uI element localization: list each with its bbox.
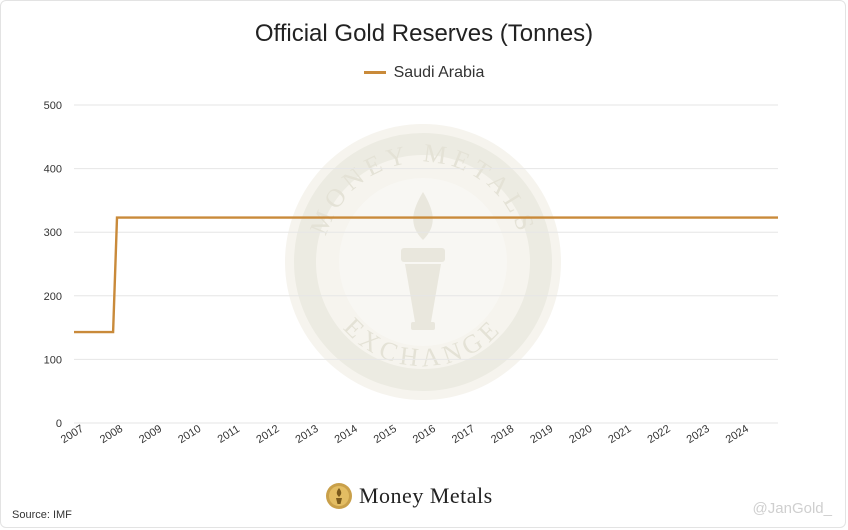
author-handle: @JanGold_	[752, 500, 832, 517]
x-tick-label: 2019	[528, 423, 555, 446]
grid-lines	[74, 104, 778, 424]
source-note: Source: IMF	[12, 509, 72, 521]
series-line-saudi-arabia	[74, 216, 778, 334]
x-tick-label: 2022	[646, 423, 673, 446]
chart-title: Official Gold Reserves (Tonnes)	[254, 20, 594, 47]
legend-swatch-saudi-arabia	[363, 71, 386, 75]
y-tick-label: 500	[44, 100, 62, 112]
x-tick-label: 2015	[372, 423, 399, 446]
series-lines	[74, 216, 778, 334]
x-tick-label: 2020	[567, 423, 594, 446]
x-tick-label: 2024	[724, 423, 751, 446]
x-tick-label: 2012	[254, 423, 281, 446]
watermark-torch-icon	[401, 192, 445, 330]
y-tick-labels: 0 100 200 300 400 500	[44, 100, 62, 430]
y-tick-label: 400	[44, 164, 62, 176]
x-tick-label: 2023	[685, 423, 712, 446]
chart-legend: Saudi Arabia	[0, 64, 848, 82]
legend-label-saudi-arabia: Saudi Arabia	[393, 64, 485, 81]
x-tick-label: 2007	[59, 423, 86, 446]
x-tick-label: 2018	[489, 423, 516, 446]
x-tick-label: 2009	[137, 423, 164, 446]
y-tick-label: 0	[56, 418, 62, 430]
x-tick-label: 2021	[606, 423, 633, 446]
x-tick-label: 2011	[216, 423, 242, 446]
x-tick-label: 2017	[450, 423, 477, 446]
torch-coin-icon	[326, 483, 352, 509]
y-tick-label: 300	[44, 227, 62, 239]
logo-text: Money Metals	[359, 483, 493, 508]
x-tick-labels: 2007 2008 2009 2010 2011 2012 2013 2014 2015 2016…	[59, 423, 751, 446]
x-tick-label: 2013	[294, 423, 321, 446]
y-tick-label: 200	[44, 291, 62, 303]
x-tick-label: 2008	[98, 423, 125, 446]
watermark-seal: MONEY METALS EXCHANGE	[285, 124, 561, 400]
x-tick-label: 2010	[176, 423, 203, 446]
money-metals-logo: Money Metals	[325, 480, 493, 512]
watermark-ring	[294, 133, 552, 391]
x-tick-label: 2014	[333, 423, 360, 446]
y-tick-label: 100	[44, 354, 62, 366]
plot-area: 0 100 200 300 400 500 2007 2008 2009 2010 2011 201…	[44, 100, 778, 446]
x-tick-label: 2016	[411, 423, 438, 446]
